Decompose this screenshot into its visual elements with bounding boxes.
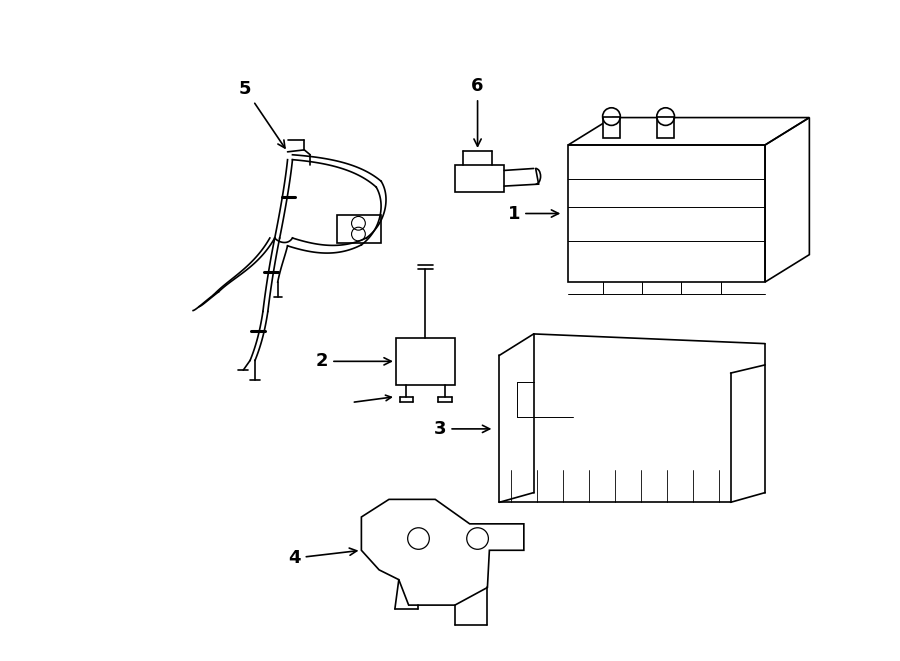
Polygon shape	[603, 116, 620, 138]
Text: 4: 4	[288, 548, 356, 567]
Text: 5: 5	[239, 80, 285, 148]
Text: 3: 3	[434, 420, 490, 438]
Text: 6: 6	[472, 77, 484, 146]
Text: 1: 1	[508, 204, 559, 223]
Text: 2: 2	[316, 352, 392, 370]
Polygon shape	[657, 116, 674, 138]
